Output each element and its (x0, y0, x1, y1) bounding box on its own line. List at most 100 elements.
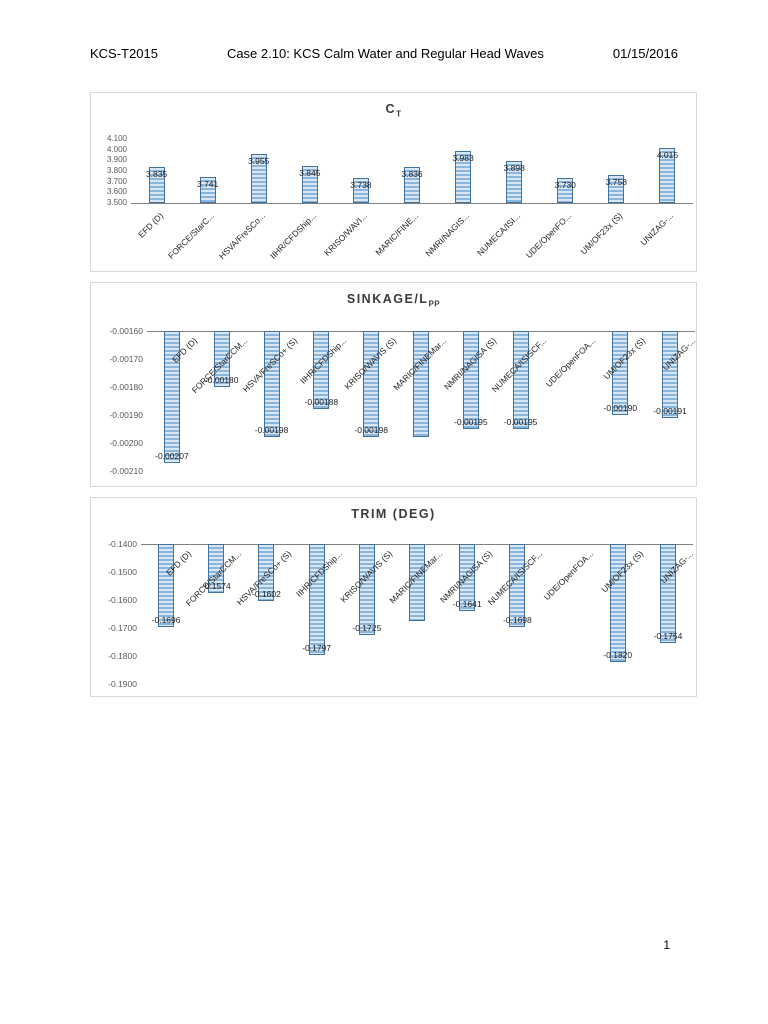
bar-value-label: -0.00207 (155, 450, 189, 461)
header-date: 01/15/2016 (612, 46, 678, 61)
bar (158, 544, 175, 627)
chart-sinkage-title: SINKAGE/LPP (91, 292, 696, 309)
bar-value-label: -0.00195 (503, 417, 538, 427)
bar (213, 331, 230, 387)
header-case-title: Case 2.10: KCS Calm Water and Regular He… (226, 46, 544, 61)
bar (199, 177, 216, 203)
bar (659, 544, 676, 644)
chart-title-subscript: PP (428, 299, 441, 309)
y-tick-label: -0.1400 (108, 539, 137, 549)
y-tick-label: 3.600 (106, 187, 127, 197)
bar (313, 331, 330, 410)
bar-value-label: 3.730 (554, 180, 576, 191)
y-tick-label: -0.00180 (109, 382, 143, 392)
bar-value-label: -0.1602 (252, 588, 281, 599)
bar-value-label: -0.1797 (302, 643, 332, 654)
y-tick-label: -0.00170 (109, 354, 143, 364)
chart-ct-title: CT (91, 102, 696, 119)
bar-value-label: -0.1725 (352, 623, 382, 633)
bar (409, 544, 425, 621)
y-tick-label: 3.700 (106, 176, 127, 186)
bar (459, 544, 476, 612)
bar-value-label: 3.955 (248, 156, 270, 167)
bar-value-label: -0.00191 (653, 405, 687, 416)
y-tick-label: -0.00190 (109, 410, 143, 420)
bar (659, 148, 676, 203)
bar (163, 331, 180, 463)
bar (413, 331, 429, 438)
chart-trim-title: TRIM (DEG) (91, 507, 696, 524)
chart-title-text: SINKAGE/L (346, 292, 429, 306)
bar (506, 160, 523, 203)
chart-sinkage-plot-area: -0.00160 -0.00170 -0.00180 -0.00190 -0.00200… (91, 283, 697, 486)
bar (455, 151, 472, 203)
bar-value-label: -0.1696 (151, 614, 181, 625)
bar (509, 544, 526, 628)
bar-value-label: -0.00198 (254, 425, 289, 436)
bar-value-label: 3.741 (196, 179, 219, 190)
y-tick-label: 3.800 (106, 166, 127, 175)
bar (612, 331, 629, 415)
bar (352, 177, 369, 203)
bar (250, 154, 267, 203)
axis-line (131, 203, 693, 204)
bar-value-label: -0.00195 (454, 417, 488, 427)
bar (301, 166, 318, 203)
bar (557, 178, 574, 203)
bar (512, 331, 529, 429)
bar-value-label: -0.00188 (304, 397, 339, 408)
y-tick-label: -0.1800 (108, 651, 137, 661)
y-tick-label: -0.1700 (108, 623, 137, 633)
page-header: KCS-T2015 Case 2.10: KCS Calm Water and … (90, 46, 678, 61)
bar-value-label: 3.845 (299, 168, 321, 179)
y-tick-label: -0.00160 (109, 326, 143, 336)
y-tick-label: -0.00210 (109, 466, 143, 476)
y-tick-label: -0.1900 (108, 679, 137, 689)
y-tick-label: 4.000 (106, 144, 127, 154)
category-label: UM/OF23x (S) (601, 335, 648, 382)
chart-trim: TRIM (DEG) -0.1400 -0.1500 -0.1600 -0.1700-… (90, 497, 697, 697)
bar-value-label: -0.1820 (603, 649, 633, 660)
bar-value-label: 3.898 (503, 162, 525, 173)
header-doc-id: KCS-T2015 (90, 46, 158, 61)
y-tick-label: -0.00200 (109, 438, 143, 448)
chart-title-text: TRIM (DEG) (351, 507, 436, 521)
bar (148, 167, 165, 203)
chart-trim-plot-area: -0.1400 -0.1500 -0.1600 -0.1700 -0.1800 -0.19… (91, 498, 696, 696)
y-tick-label: 3.500 (106, 198, 127, 207)
chart-ct: CT 4.100 4.000 3.900 3.800 3.700 3.600 3.500 3.… (90, 92, 697, 272)
bar-value-label: -0.1754 (653, 631, 683, 642)
bar-value-label: 4.015 (656, 150, 679, 161)
bar (363, 331, 380, 438)
bar (662, 331, 679, 418)
bar-value-label: 3.738 (350, 179, 372, 190)
y-tick-label: 4.100 (106, 134, 127, 143)
bar-value-label: -0.00198 (354, 425, 388, 436)
bar-value-label: 3.983 (452, 153, 474, 164)
page-number: 1 (663, 938, 670, 952)
bar-value-label: 3.758 (605, 177, 627, 188)
bar (308, 544, 325, 656)
y-tick-label: -0.1600 (108, 595, 137, 605)
chart-title-subscript: T (396, 109, 402, 119)
bar-value-label: 3.836 (401, 169, 423, 180)
bar-value-label: 3.835 (145, 169, 168, 180)
chart-ct-plot-area: 4.100 4.000 3.900 3.800 3.700 3.600 3.500 3.835… (91, 93, 696, 271)
bar (404, 167, 420, 203)
bar-value-label: -0.00180 (204, 375, 239, 385)
y-tick-label: 3.900 (106, 155, 127, 165)
bar (609, 544, 626, 662)
bar-value-label: -0.00190 (603, 403, 638, 413)
bar-value-label: -0.1641 (452, 599, 482, 610)
bar (208, 544, 225, 593)
bar (462, 331, 479, 429)
category-label: UM/OF23x (S) (599, 548, 645, 595)
y-tick-label: -0.1500 (108, 567, 137, 577)
chart-title-text: C (385, 102, 397, 116)
bar (263, 331, 280, 438)
chart-sinkage: SINKAGE/LPP -0.00160 -0.00170 -0.00180 -0.0… (90, 282, 697, 487)
bar (608, 175, 625, 203)
bar-value-label: -0.1574 (201, 580, 231, 591)
bar (258, 544, 275, 601)
